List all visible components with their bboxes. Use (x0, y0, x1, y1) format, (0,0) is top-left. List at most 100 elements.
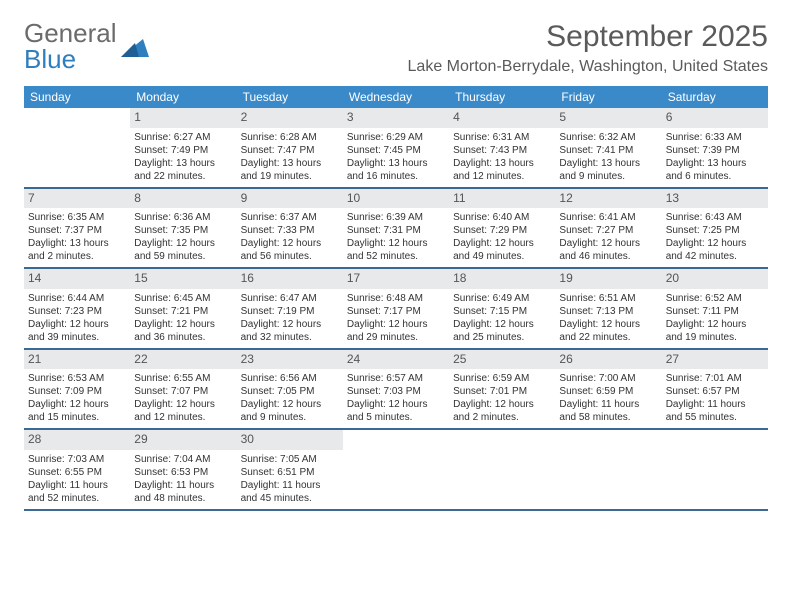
sunrise-text: Sunrise: 7:01 AM (666, 372, 764, 385)
week-row: 28Sunrise: 7:03 AMSunset: 6:55 PMDayligh… (24, 430, 768, 511)
sunset-text: Sunset: 7:29 PM (453, 224, 551, 237)
sunset-text: Sunset: 7:05 PM (241, 385, 339, 398)
day-number: 16 (237, 269, 343, 289)
day-number: 29 (130, 430, 236, 450)
day-header: Tuesday (237, 86, 343, 108)
day-number: 17 (343, 269, 449, 289)
day-cell: 10Sunrise: 6:39 AMSunset: 7:31 PMDayligh… (343, 189, 449, 268)
daylight-text: Daylight: 12 hours and 2 minutes. (453, 398, 551, 424)
sunrise-text: Sunrise: 6:59 AM (453, 372, 551, 385)
sunset-text: Sunset: 6:55 PM (28, 466, 126, 479)
sunrise-text: Sunrise: 6:40 AM (453, 211, 551, 224)
day-cell: 13Sunrise: 6:43 AMSunset: 7:25 PMDayligh… (662, 189, 768, 268)
day-cell (343, 430, 449, 509)
day-cell: 5Sunrise: 6:32 AMSunset: 7:41 PMDaylight… (555, 108, 661, 187)
daylight-text: Daylight: 12 hours and 52 minutes. (347, 237, 445, 263)
sunrise-text: Sunrise: 6:28 AM (241, 131, 339, 144)
sunset-text: Sunset: 6:59 PM (559, 385, 657, 398)
day-header: Sunday (24, 86, 130, 108)
daylight-text: Daylight: 11 hours and 58 minutes. (559, 398, 657, 424)
day-header: Wednesday (343, 86, 449, 108)
daylight-text: Daylight: 12 hours and 39 minutes. (28, 318, 126, 344)
day-cell: 23Sunrise: 6:56 AMSunset: 7:05 PMDayligh… (237, 350, 343, 429)
sunrise-text: Sunrise: 7:03 AM (28, 453, 126, 466)
sunrise-text: Sunrise: 6:53 AM (28, 372, 126, 385)
day-cell: 17Sunrise: 6:48 AMSunset: 7:17 PMDayligh… (343, 269, 449, 348)
sunset-text: Sunset: 7:25 PM (666, 224, 764, 237)
day-number: 19 (555, 269, 661, 289)
day-cell: 16Sunrise: 6:47 AMSunset: 7:19 PMDayligh… (237, 269, 343, 348)
day-cell: 27 Sunrise: 7:01 AMSunset: 6:57 PMDayligh… (662, 350, 768, 429)
day-number: 14 (24, 269, 130, 289)
sunset-text: Sunset: 7:13 PM (559, 305, 657, 318)
day-cell: 2Sunrise: 6:28 AMSunset: 7:47 PMDaylight… (237, 108, 343, 187)
daylight-text: Daylight: 13 hours and 9 minutes. (559, 157, 657, 183)
day-cell (555, 430, 661, 509)
day-number: 3 (343, 108, 449, 128)
day-cell: 29Sunrise: 7:04 AMSunset: 6:53 PMDayligh… (130, 430, 236, 509)
daylight-text: Daylight: 12 hours and 49 minutes. (453, 237, 551, 263)
daylight-text: Daylight: 12 hours and 29 minutes. (347, 318, 445, 344)
day-number: 22 (130, 350, 236, 370)
sunset-text: Sunset: 7:07 PM (134, 385, 232, 398)
day-cell: 26Sunrise: 7:00 AMSunset: 6:59 PMDayligh… (555, 350, 661, 429)
sunset-text: Sunset: 7:23 PM (28, 305, 126, 318)
day-header: Monday (130, 86, 236, 108)
sunset-text: Sunset: 7:21 PM (134, 305, 232, 318)
logo-text-2: Blue (24, 44, 76, 74)
day-cell: 25Sunrise: 6:59 AMSunset: 7:01 PMDayligh… (449, 350, 555, 429)
daylight-text: Daylight: 13 hours and 19 minutes. (241, 157, 339, 183)
week-row: 1Sunrise: 6:27 AMSunset: 7:49 PMDaylight… (24, 108, 768, 189)
day-number: 24 (343, 350, 449, 370)
daylight-text: Daylight: 12 hours and 5 minutes. (347, 398, 445, 424)
sunrise-text: Sunrise: 6:33 AM (666, 131, 764, 144)
day-header: Friday (555, 86, 661, 108)
daylight-text: Daylight: 11 hours and 55 minutes. (666, 398, 764, 424)
daylight-text: Daylight: 13 hours and 2 minutes. (28, 237, 126, 263)
day-cell: 6Sunrise: 6:33 AMSunset: 7:39 PMDaylight… (662, 108, 768, 187)
sunset-text: Sunset: 7:09 PM (28, 385, 126, 398)
day-cell: 19Sunrise: 6:51 AMSunset: 7:13 PMDayligh… (555, 269, 661, 348)
day-cell: 20Sunrise: 6:52 AMSunset: 7:11 PMDayligh… (662, 269, 768, 348)
daylight-text: Daylight: 12 hours and 56 minutes. (241, 237, 339, 263)
day-number: 11 (449, 189, 555, 209)
day-number: 28 (24, 430, 130, 450)
sunset-text: Sunset: 6:57 PM (666, 385, 764, 398)
day-cell (449, 430, 555, 509)
sunrise-text: Sunrise: 6:37 AM (241, 211, 339, 224)
sunrise-text: Sunrise: 6:44 AM (28, 292, 126, 305)
day-header: Saturday (662, 86, 768, 108)
sunrise-text: Sunrise: 6:55 AM (134, 372, 232, 385)
daylight-text: Daylight: 13 hours and 12 minutes. (453, 157, 551, 183)
day-number: 27 (662, 350, 768, 370)
sunrise-text: Sunrise: 6:48 AM (347, 292, 445, 305)
sunset-text: Sunset: 6:51 PM (241, 466, 339, 479)
sunrise-text: Sunrise: 6:36 AM (134, 211, 232, 224)
daylight-text: Daylight: 11 hours and 52 minutes. (28, 479, 126, 505)
sunset-text: Sunset: 7:35 PM (134, 224, 232, 237)
sunrise-text: Sunrise: 6:57 AM (347, 372, 445, 385)
sunset-text: Sunset: 7:33 PM (241, 224, 339, 237)
day-number: 8 (130, 189, 236, 209)
daylight-text: Daylight: 11 hours and 48 minutes. (134, 479, 232, 505)
daylight-text: Daylight: 13 hours and 22 minutes. (134, 157, 232, 183)
day-number: 5 (555, 108, 661, 128)
top-bar: General Blue September 2025 Lake Morton-… (24, 20, 768, 76)
logo-triangle-icon (121, 35, 149, 57)
sunrise-text: Sunrise: 6:41 AM (559, 211, 657, 224)
day-number: 25 (449, 350, 555, 370)
sunset-text: Sunset: 7:41 PM (559, 144, 657, 157)
day-cell: 12Sunrise: 6:41 AMSunset: 7:27 PMDayligh… (555, 189, 661, 268)
sunset-text: Sunset: 7:37 PM (28, 224, 126, 237)
logo: General Blue (24, 20, 149, 72)
daylight-text: Daylight: 12 hours and 9 minutes. (241, 398, 339, 424)
day-cell: 9Sunrise: 6:37 AMSunset: 7:33 PMDaylight… (237, 189, 343, 268)
day-cell: 28 Sunrise: 7:03 AMSunset: 6:55 PMDayligh… (24, 430, 130, 509)
sunset-text: Sunset: 7:03 PM (347, 385, 445, 398)
month-title: September 2025 (408, 20, 768, 54)
day-cell: 21Sunrise: 6:53 AMSunset: 7:09 PMDayligh… (24, 350, 130, 429)
day-number: 12 (555, 189, 661, 209)
daylight-text: Daylight: 12 hours and 42 minutes. (666, 237, 764, 263)
day-cell: 7Sunrise: 6:35 AMSunset: 7:37 PMDaylight… (24, 189, 130, 268)
day-number: 30 (237, 430, 343, 450)
